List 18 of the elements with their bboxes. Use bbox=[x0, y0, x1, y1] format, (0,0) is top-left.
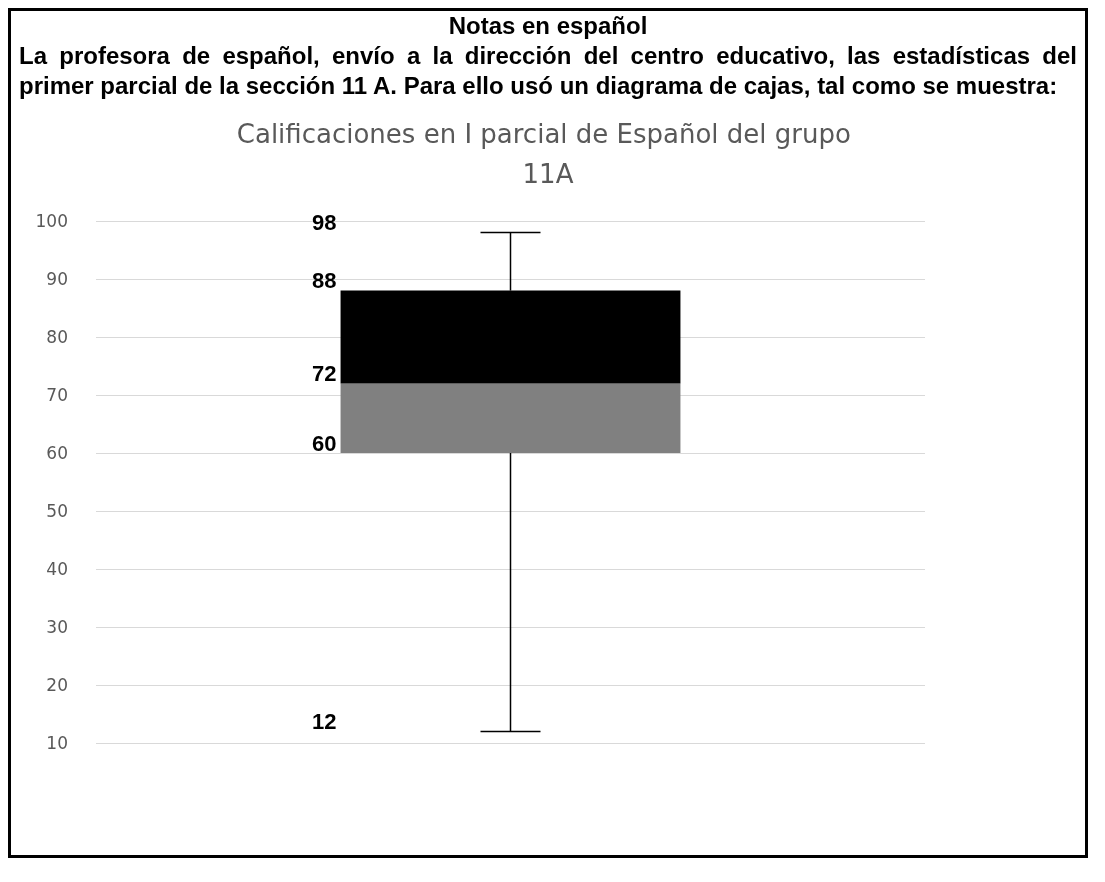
y-tick-label: 90 bbox=[46, 269, 68, 289]
y-tick-label: 80 bbox=[46, 327, 68, 347]
text: 88 bbox=[312, 268, 337, 294]
text: 72 bbox=[312, 360, 337, 386]
y-tick-label: 40 bbox=[46, 559, 68, 579]
y-tick-label: 70 bbox=[46, 385, 68, 405]
text: Notas en español bbox=[447, 11, 649, 41]
y-tick-label: 30 bbox=[46, 617, 68, 637]
y-tick-label: 10 bbox=[46, 733, 68, 753]
text: La profesora de español, envío a la dirección del centro educativo, las estadísticas del primer parcial de la sección 11 A. Para ello usó un diagrama de cajas, tal como se muestra: bbox=[18, 41, 1078, 101]
y-tick-label: 20 bbox=[46, 675, 68, 695]
y-tick-label: 100 bbox=[35, 211, 68, 231]
text: 98 bbox=[312, 210, 337, 236]
y-tick-label: 50 bbox=[46, 501, 68, 521]
text: 12 bbox=[312, 708, 337, 734]
y-tick-label: 60 bbox=[46, 443, 68, 463]
chart-title: Calificaciones en I parcial de Español del grupo 11A bbox=[236, 119, 860, 189]
text: 60 bbox=[312, 430, 337, 456]
